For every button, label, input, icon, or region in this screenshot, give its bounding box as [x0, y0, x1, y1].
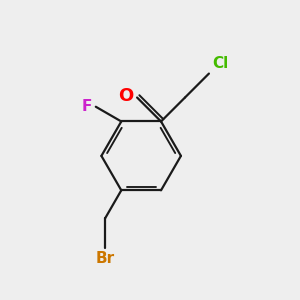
Text: Br: Br [95, 251, 115, 266]
Text: O: O [118, 87, 134, 105]
Text: F: F [82, 99, 92, 114]
Text: Cl: Cl [212, 56, 229, 71]
